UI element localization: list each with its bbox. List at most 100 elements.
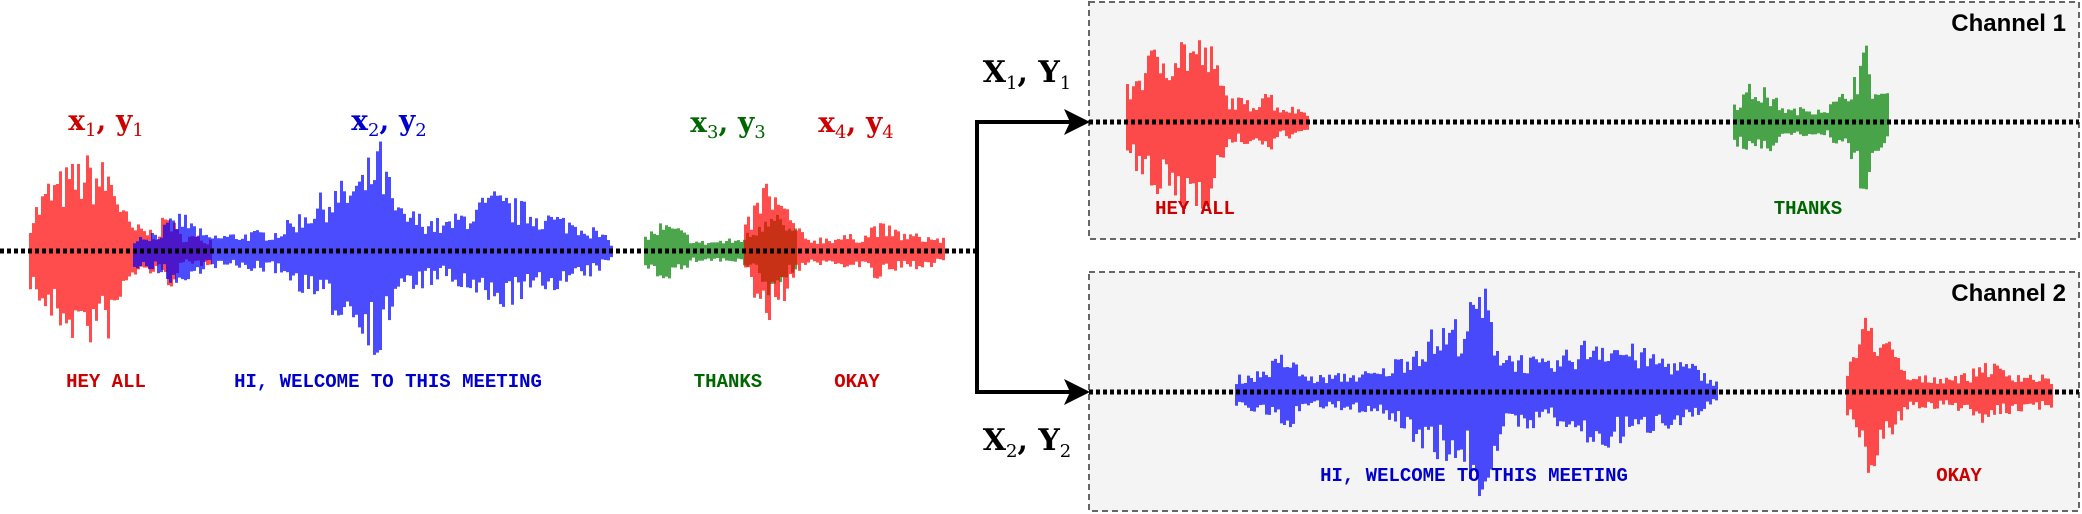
waveform-bar bbox=[1529, 357, 1532, 421]
waveform-bar bbox=[98, 186, 101, 304]
waveform-bar bbox=[607, 240, 610, 261]
waveform-bar bbox=[388, 176, 391, 321]
waveform-bar bbox=[556, 216, 559, 290]
waveform-bar bbox=[508, 203, 511, 282]
waveform-bar bbox=[1601, 347, 1604, 445]
waveform-bar bbox=[2050, 383, 2053, 408]
waveform-bar bbox=[1430, 329, 1433, 427]
waveform-bar bbox=[1748, 83, 1751, 142]
waveform-bar bbox=[1247, 375, 1250, 408]
waveform-bar bbox=[668, 226, 671, 279]
waveform-bar bbox=[822, 243, 825, 261]
waveform-bar bbox=[1772, 99, 1775, 146]
waveform-bar bbox=[550, 216, 553, 279]
waveform-bar bbox=[650, 231, 653, 265]
waveform-bar bbox=[280, 236, 283, 273]
waveform-bar bbox=[77, 163, 80, 312]
waveform-bar bbox=[1841, 93, 1844, 142]
waveform-bar bbox=[1852, 357, 1855, 420]
waveform-bar bbox=[1406, 361, 1409, 417]
waveform-bar bbox=[1144, 73, 1147, 159]
waveform-bar bbox=[1478, 297, 1481, 497]
waveform-bar bbox=[2041, 374, 2044, 402]
waveform-bar bbox=[1969, 382, 1972, 410]
segment-1-label: x1, y1 bbox=[68, 104, 143, 141]
waveform-bar bbox=[418, 213, 421, 272]
waveform-bar bbox=[1619, 354, 1622, 444]
waveform-bar bbox=[2017, 375, 2020, 412]
waveform-bar bbox=[56, 183, 59, 309]
waveform-bar bbox=[789, 220, 792, 274]
waveform-bar bbox=[915, 233, 918, 270]
waveform-bar bbox=[1264, 94, 1267, 142]
waveform-bar bbox=[1310, 376, 1313, 403]
waveform-bar bbox=[334, 190, 337, 311]
waveform-bar bbox=[86, 155, 89, 326]
waveform-bar bbox=[1948, 379, 1951, 405]
waveform-bar bbox=[1168, 80, 1171, 186]
waveform-bar bbox=[1550, 368, 1553, 408]
waveform-bar bbox=[1850, 99, 1853, 160]
waveform-bar bbox=[1234, 109, 1237, 142]
waveform-bar bbox=[1271, 360, 1274, 407]
waveform-bar bbox=[442, 225, 445, 266]
waveform-bar bbox=[277, 237, 280, 264]
waveform-bar bbox=[1793, 108, 1796, 133]
waveform-bar bbox=[358, 181, 361, 328]
waveform-bar bbox=[517, 224, 520, 283]
waveform-bar bbox=[496, 195, 499, 293]
waveform-bar bbox=[1304, 376, 1307, 404]
waveform-bar bbox=[921, 241, 924, 268]
waveform-bar bbox=[888, 225, 891, 270]
waveform-bar bbox=[448, 221, 451, 269]
waveform-bar bbox=[361, 174, 364, 334]
waveform-bar bbox=[229, 234, 232, 264]
channel-2-transcript-welcome: HI, WELCOME TO THIS MEETING bbox=[1320, 465, 1628, 487]
waveform-bar bbox=[160, 237, 163, 273]
waveform-bar bbox=[1876, 355, 1879, 456]
waveform-bar bbox=[50, 200, 53, 316]
waveform-bar bbox=[1283, 367, 1286, 426]
waveform-bar bbox=[1625, 354, 1628, 417]
waveform-bar bbox=[1225, 95, 1228, 148]
waveform-bar bbox=[1147, 55, 1150, 156]
waveform-bar bbox=[83, 182, 86, 313]
waveform-bar bbox=[1637, 368, 1640, 425]
waveform-bar bbox=[400, 208, 403, 279]
waveform-bar bbox=[1867, 330, 1870, 473]
waveform-bar bbox=[541, 229, 544, 286]
transcript-welcome: HI, WELCOME TO THIS MEETING bbox=[234, 371, 542, 393]
waveform-bar bbox=[768, 196, 771, 321]
waveform-bar bbox=[1303, 112, 1306, 130]
waveform-bar bbox=[1694, 365, 1697, 408]
transcript-thanks: THANKS bbox=[694, 371, 762, 393]
waveform-bar bbox=[1829, 104, 1832, 138]
waveform-bar bbox=[214, 235, 217, 269]
waveform-bar bbox=[1844, 98, 1847, 139]
waveform-bar bbox=[241, 238, 244, 263]
waveform-bar bbox=[1541, 358, 1544, 412]
waveform-bar bbox=[689, 243, 692, 261]
waveform-bar bbox=[1808, 111, 1811, 135]
waveform-bar bbox=[205, 234, 208, 261]
waveform-bar bbox=[1262, 371, 1265, 405]
waveform-bar bbox=[307, 223, 310, 290]
routing-arrows bbox=[975, 109, 1090, 405]
waveform-bar bbox=[927, 237, 930, 263]
waveform-bar bbox=[1853, 77, 1856, 153]
waveform-bar bbox=[604, 235, 607, 261]
waveform-bar bbox=[1709, 379, 1712, 405]
waveform-okay bbox=[744, 183, 945, 321]
waveform-bar bbox=[1472, 304, 1475, 465]
waveform-bar bbox=[1201, 65, 1204, 209]
waveform-bar bbox=[858, 242, 861, 268]
waveform-bar bbox=[1219, 85, 1222, 158]
waveform-bar bbox=[301, 227, 304, 293]
waveform-bar bbox=[1511, 361, 1514, 414]
waveform-bar bbox=[80, 198, 83, 311]
waveform-bar bbox=[2002, 370, 2005, 404]
waveform-bar bbox=[1906, 379, 1909, 410]
waveform-bar bbox=[1397, 359, 1400, 412]
waveform-bar bbox=[427, 226, 430, 269]
segment-3-label: x3, y3 bbox=[690, 106, 765, 143]
